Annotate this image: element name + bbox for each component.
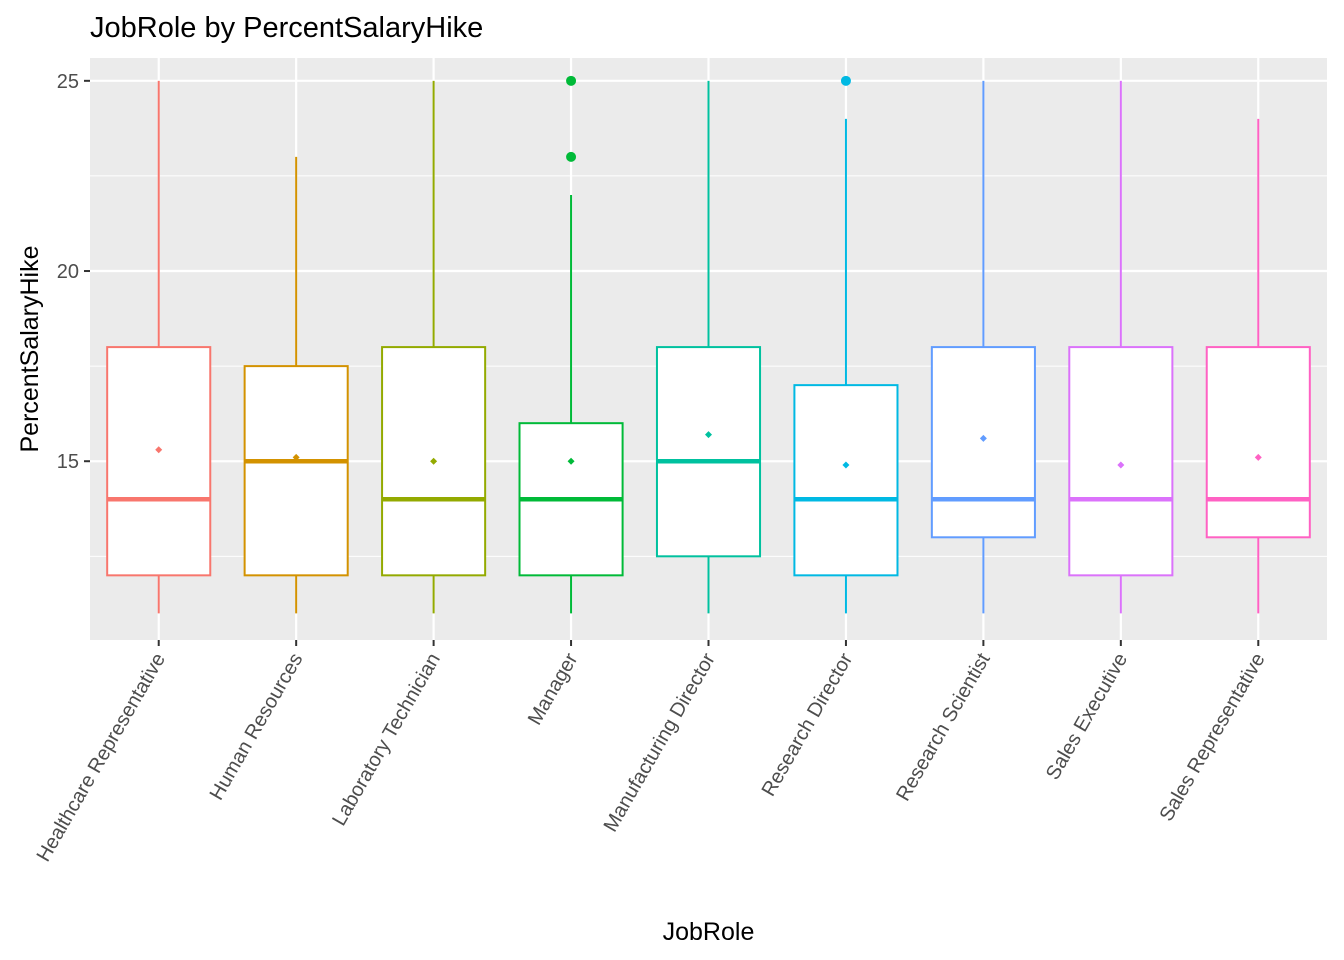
box-group: [1068, 80, 1174, 614]
y-tick-label: 15: [57, 451, 79, 473]
x-tick-label: Manager: [524, 649, 583, 729]
x-tick-label: Research Director: [758, 649, 858, 800]
outlier-point: [566, 75, 577, 86]
x-tick-label: Research Scientist: [892, 649, 995, 805]
x-tick-label: Manufacturing Director: [600, 649, 720, 835]
x-axis-title: JobRole: [663, 918, 755, 946]
mean-marker: [430, 457, 438, 465]
box-group: [381, 80, 487, 614]
mean-marker: [155, 446, 163, 454]
box-group: [518, 75, 624, 614]
mean-marker: [292, 453, 300, 461]
mean-marker: [567, 457, 575, 465]
outlier-point: [840, 75, 851, 86]
box-group: [655, 80, 762, 614]
mean-marker: [1117, 461, 1125, 469]
x-tick-label: Sales Representative: [1156, 650, 1270, 826]
box-group: [793, 75, 899, 614]
box-iqr: [655, 346, 762, 558]
x-tick-label: Human Resources: [206, 650, 308, 804]
box-iqr: [106, 346, 212, 577]
box-iqr: [1205, 346, 1311, 539]
outlier-point: [566, 151, 577, 162]
box-group: [930, 80, 1036, 614]
boxes-layer: [106, 75, 1311, 614]
x-tick-label: Laboratory Technician: [328, 650, 445, 830]
mean-marker: [979, 434, 987, 442]
mean-marker: [1254, 453, 1262, 461]
x-tick-label: Healthcare Representative: [33, 650, 170, 866]
x-tick-label: Sales Executive: [1042, 650, 1132, 784]
x-axis: Healthcare Representative Human Resources…: [33, 640, 1270, 866]
y-axis-title: PercentSalaryHike: [16, 245, 44, 452]
box-group: [106, 80, 212, 614]
mean-marker: [705, 431, 712, 439]
box-iqr: [243, 365, 349, 577]
y-tick-label: 25: [57, 71, 79, 93]
box-iqr: [930, 346, 1036, 539]
box-iqr: [793, 384, 899, 577]
chart-title: JobRole by PercentSalaryHike: [90, 12, 484, 44]
y-axis: 15 20 25: [57, 71, 90, 473]
mean-marker: [842, 461, 850, 469]
box-group: [1205, 118, 1311, 614]
box-iqr: [1068, 346, 1174, 577]
y-tick-label: 20: [57, 261, 79, 283]
box-group: [243, 156, 349, 614]
